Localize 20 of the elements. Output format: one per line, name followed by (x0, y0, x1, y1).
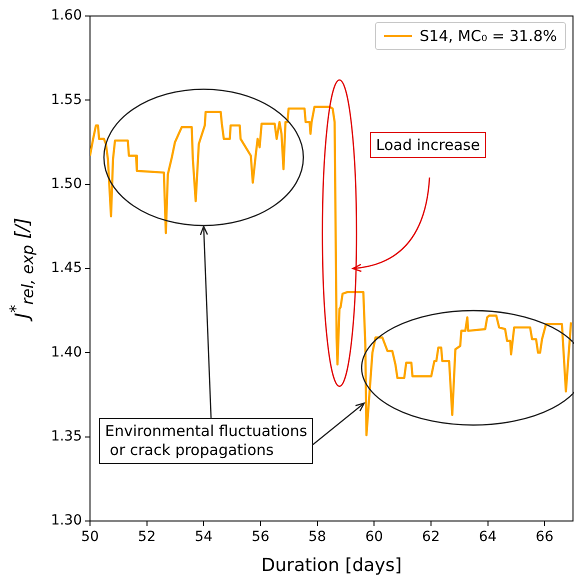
annotation: Load increase (370, 132, 486, 158)
x-tick-label: 66 (536, 529, 554, 546)
x-tick-label: 58 (308, 529, 326, 546)
x-tick-label: 52 (138, 529, 156, 546)
annotation: Environmental fluctuations or crack propagations (99, 418, 314, 464)
legend-label: S14, MC₀ = 31.8% (420, 27, 557, 45)
y-tick-label: 1.30 (50, 512, 82, 529)
y-tick-label: 1.60 (50, 8, 82, 24)
y-tick-label: 1.35 (50, 428, 82, 444)
y-tick-label: 1.50 (50, 176, 82, 192)
x-tick-label: 54 (194, 529, 213, 546)
x-tick-label: 64 (478, 529, 497, 546)
x-tick-label: 60 (365, 529, 384, 546)
y-tick-label: 1.55 (50, 92, 82, 108)
x-tick-label: 56 (252, 529, 270, 546)
y-tick-label: 1.40 (50, 344, 82, 360)
x-axis-title: Duration [days] (261, 554, 402, 576)
x-tick-label: 62 (422, 529, 440, 546)
x-tick-label: 50 (81, 529, 99, 546)
y-tick-label: 1.45 (50, 260, 82, 276)
